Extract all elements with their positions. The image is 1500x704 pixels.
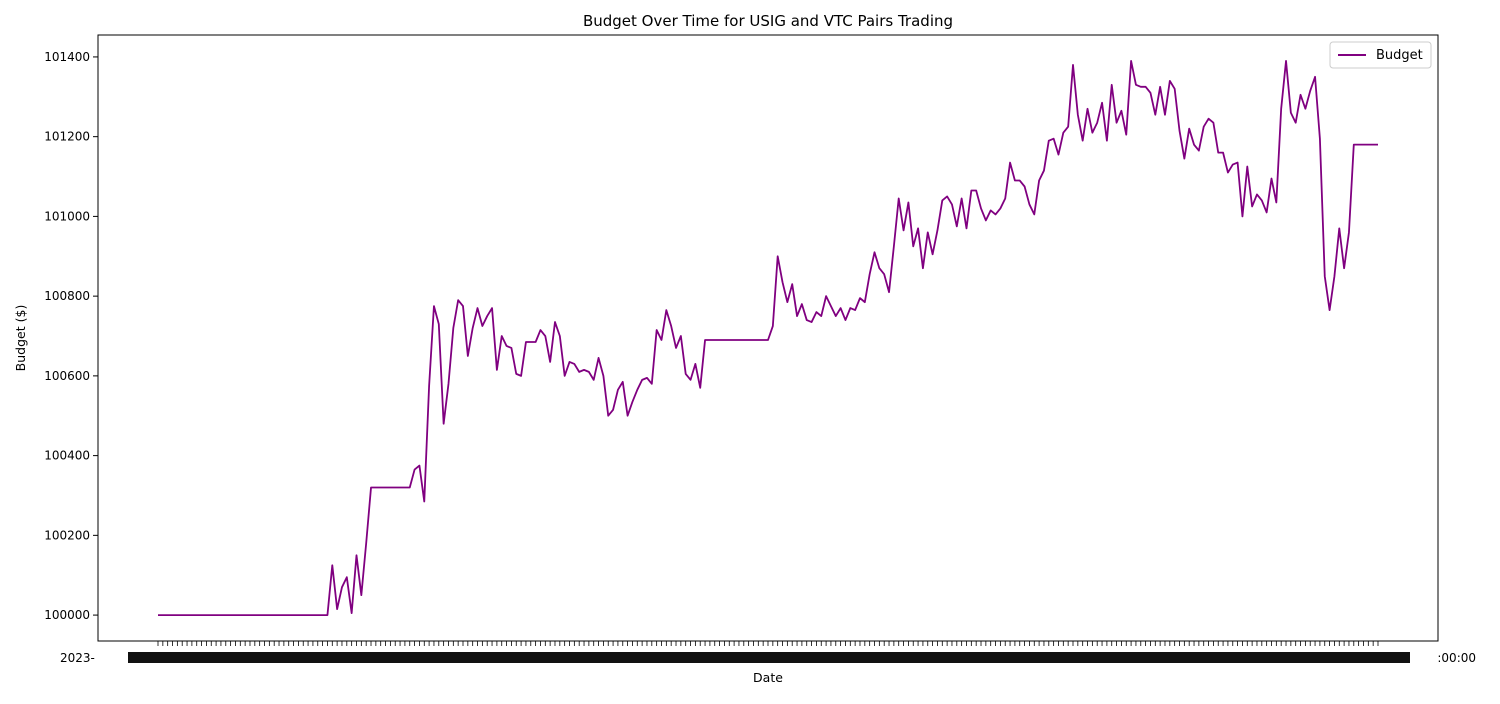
x-tick-label-overlap-right: :00:00 (1437, 651, 1476, 665)
y-tick-label: 101200 (44, 130, 90, 144)
x-tick-label-overlap-left: 2023- (60, 651, 95, 665)
x-tick-labels-overlapped (128, 652, 1410, 663)
series-layer (158, 60, 1378, 616)
legend-label-budget: Budget (1376, 48, 1423, 63)
y-tick-label: 101000 (44, 209, 90, 223)
x-axis-title: Date (753, 670, 783, 685)
y-tick-label: 101400 (44, 50, 90, 64)
y-tick-label: 100600 (44, 369, 90, 383)
y-axis-title: Budget ($) (13, 305, 28, 372)
chart-title: Budget Over Time for USIG and VTC Pairs … (583, 12, 953, 30)
y-tick-label: 100400 (44, 449, 90, 463)
y-axis: 100000 100200 100400 100600 100800 101000 1012… (44, 50, 98, 622)
y-tick-label: 100800 (44, 289, 90, 303)
series-line-budget (158, 60, 1378, 616)
y-tick-label: 100200 (44, 528, 90, 542)
legend-box (1329, 41, 1432, 69)
x-axis (128, 641, 1410, 663)
legend: Budget (1329, 41, 1432, 69)
y-tick-label: 100000 (44, 608, 90, 622)
